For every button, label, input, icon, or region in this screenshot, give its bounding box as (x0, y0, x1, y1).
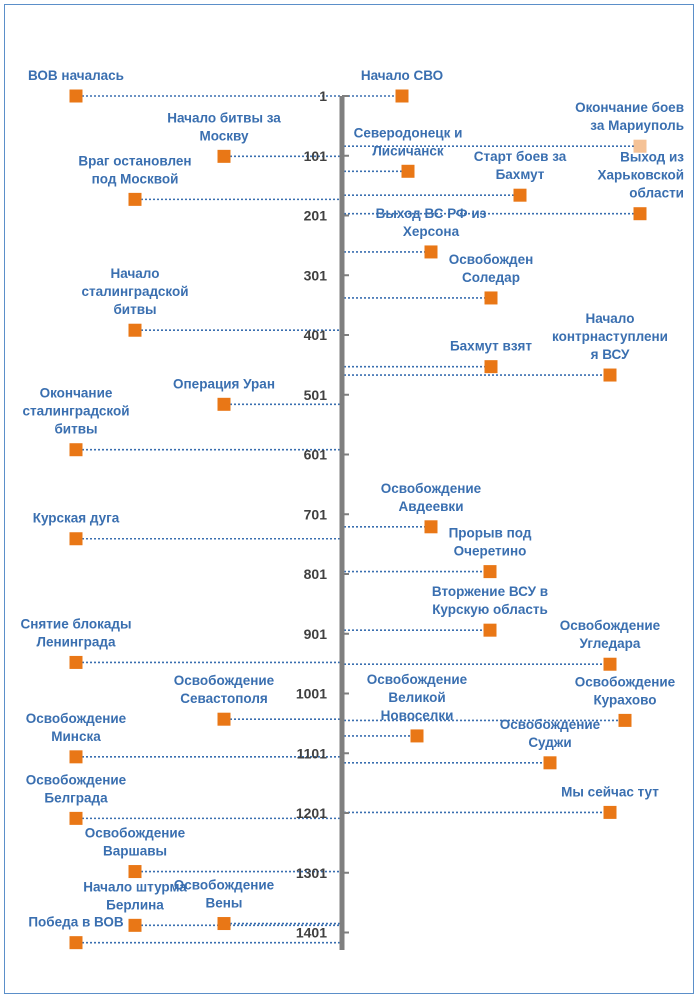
svo-label-16: Мы сейчас тут (561, 784, 659, 799)
axis-tick-label-501: 501 (304, 387, 328, 403)
svo-label-13: Освобождение Великой Новоселки (367, 672, 468, 723)
axis-tick-label-1101: 1101 (297, 745, 328, 761)
vov-label-0: ВОВ началась (28, 68, 124, 83)
vov-marker-14 (69, 936, 83, 950)
vov-label-11: Освобождение Варшавы (85, 826, 186, 859)
axis-tick-label-1: 1 (319, 88, 327, 104)
vov-marker-5 (69, 443, 83, 457)
svo-marker-2 (401, 164, 415, 178)
event-markers (69, 89, 647, 950)
svo-label-2: Северодонецк и Лисичанск (354, 125, 463, 158)
svo-marker-4 (633, 207, 647, 221)
svo-label-9: Освобождение Авдеевки (381, 481, 482, 514)
axis-tick-label-101: 101 (304, 148, 328, 164)
axis-ticks: 1101201301401501601701801901100111011201… (296, 88, 349, 941)
axis-tick-label-1301: 1301 (296, 865, 327, 881)
axis-tick-label-301: 301 (304, 267, 328, 283)
svo-label-0: Начало СВО (361, 68, 443, 83)
svo-label-1: Окончание боев за Мариуполь (575, 100, 684, 133)
svo-label-14: Освобождение Курахово (575, 674, 676, 707)
axis-tick-label-1001: 1001 (296, 686, 327, 702)
vov-marker-0 (69, 89, 83, 103)
vov-label-14: Победа в ВОВ (28, 915, 124, 930)
vov-marker-4 (217, 397, 231, 411)
vov-label-1: Враг остановлен под Москвой (78, 153, 191, 186)
vov-label-2: Начало битвы за Москву (167, 110, 281, 143)
svo-label-11: Вторжение ВСУ в Курскую область (432, 584, 548, 617)
svo-marker-3 (513, 188, 527, 202)
svo-label-12: Освобождение Угледара (560, 618, 661, 651)
vov-marker-10 (69, 811, 83, 825)
vov-marker-9 (69, 750, 83, 764)
svo-marker-0 (395, 89, 409, 103)
svo-marker-7 (484, 360, 498, 374)
vov-marker-8 (217, 712, 231, 726)
chart-frame (4, 4, 694, 994)
vov-label-7: Снятие блокады Ленинграда (21, 616, 132, 649)
svo-label-4: Выход из Харьковской области (598, 150, 685, 201)
axis-tick-label-201: 201 (304, 208, 328, 224)
vov-label-9: Освобождение Минска (26, 711, 127, 744)
svo-marker-6 (484, 291, 498, 305)
event-labels: ВОВ началась Враг остановлен под Москвой На… (21, 68, 685, 930)
svo-marker-13 (410, 729, 424, 743)
axis-tick-label-701: 701 (304, 506, 328, 522)
svo-marker-16 (603, 805, 617, 819)
vov-marker-6 (69, 532, 83, 546)
vov-marker-11 (128, 865, 142, 879)
vov-marker-3 (128, 323, 142, 337)
vov-marker-7 (69, 655, 83, 669)
leader-lines (82, 95, 634, 944)
svo-marker-1 (633, 139, 647, 153)
axis-tick-label-1401: 1401 (296, 925, 327, 941)
axis-tick-label-401: 401 (304, 327, 328, 343)
axis-tick-label-601: 601 (304, 447, 328, 463)
svo-marker-14 (618, 713, 632, 727)
svo-marker-8 (603, 368, 617, 382)
svo-marker-9 (424, 520, 438, 534)
svo-label-7: Бахмут взят (450, 339, 532, 354)
vov-label-8: Освобождение Севастополя (174, 673, 275, 706)
vov-marker-13 (217, 917, 231, 931)
axis-tick-label-1201: 1201 (296, 805, 327, 821)
svo-label-3: Старт боев за Бахмут (474, 149, 567, 182)
svo-marker-15 (543, 756, 557, 770)
svo-marker-11 (483, 623, 497, 637)
vov-label-6: Курская дуга (33, 511, 120, 526)
svo-label-6: Освобожден Соледар (449, 252, 534, 285)
svo-label-8: Начало контрнаступлени я ВСУ (552, 311, 668, 362)
vov-label-3: Начало сталинградской битвы (81, 266, 188, 317)
vov-label-13: Освобождение Вены (174, 878, 275, 911)
svo-marker-12 (603, 657, 617, 671)
vov-marker-1 (128, 192, 142, 206)
vov-label-12: Начало штурма Берлина (83, 879, 187, 912)
svo-label-15: Освобождение Суджи (500, 717, 601, 750)
vov-marker-12 (128, 918, 142, 932)
svo-marker-5 (424, 245, 438, 259)
vov-marker-2 (217, 149, 231, 163)
svo-label-10: Прорыв под Очеретино (449, 526, 532, 559)
vov-label-5: Окончание сталинградской битвы (22, 386, 129, 437)
axis-tick-label-901: 901 (304, 626, 328, 642)
vov-label-4: Операция Уран (173, 376, 275, 391)
vov-label-10: Освобождение Белграда (26, 772, 127, 805)
axis-tick-label-801: 801 (304, 566, 328, 582)
svo-label-5: Выход ВС РФ из Херсона (376, 206, 487, 239)
svo-marker-10 (483, 565, 497, 579)
